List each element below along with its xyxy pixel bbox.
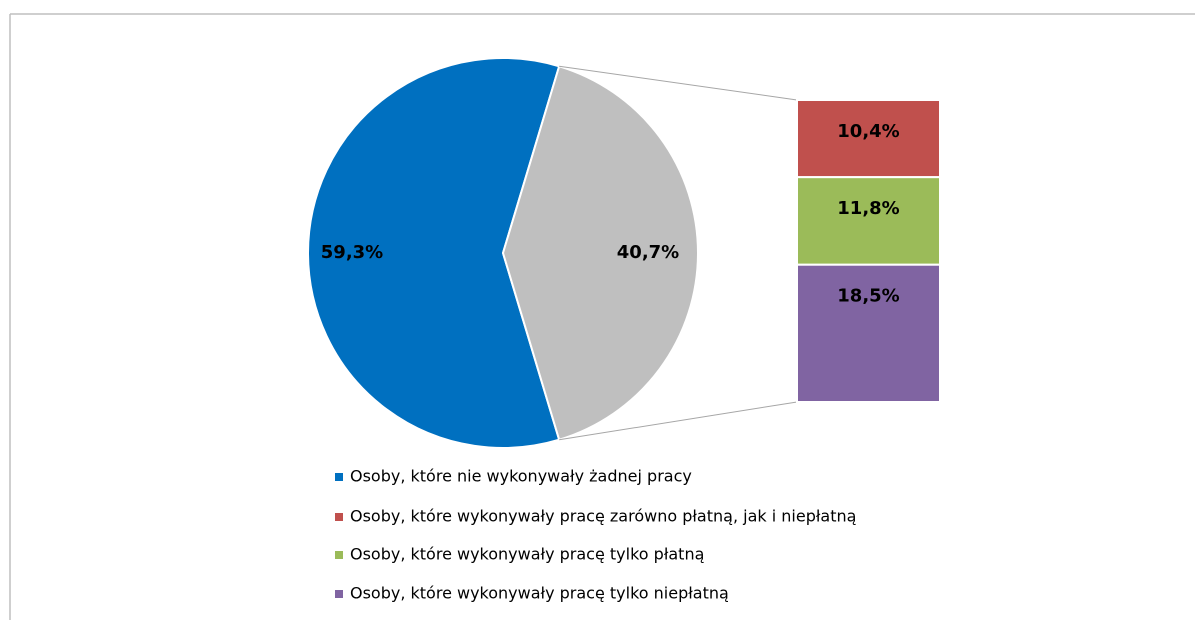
legend-label: Osoby, które nie wykonywały żadnej pracy (350, 467, 692, 486)
bar-segment (796, 176, 941, 266)
data-label: 59,3% (321, 242, 383, 263)
connector (559, 401, 798, 441)
pie-slice (501, 65, 699, 441)
legend-label: Osoby, które wykonywały pracę tylko niep… (350, 584, 729, 603)
legend-swatch (335, 551, 343, 559)
data-label: 10,4% (837, 121, 899, 142)
legend-label: Osoby, które wykonywały pracę tylko płat… (350, 545, 704, 564)
data-label: 11,8% (837, 198, 899, 219)
bar-segment (796, 263, 941, 403)
legend-swatch (335, 473, 343, 481)
pie-slice (307, 57, 561, 449)
legend-label: Osoby, które wykonywały pracę zarówno pł… (350, 507, 856, 526)
data-label: 40,7% (617, 242, 679, 263)
legend-swatch (335, 590, 343, 598)
connector (559, 65, 798, 101)
data-label: 18,5% (837, 286, 899, 307)
legend-swatch (335, 513, 343, 521)
